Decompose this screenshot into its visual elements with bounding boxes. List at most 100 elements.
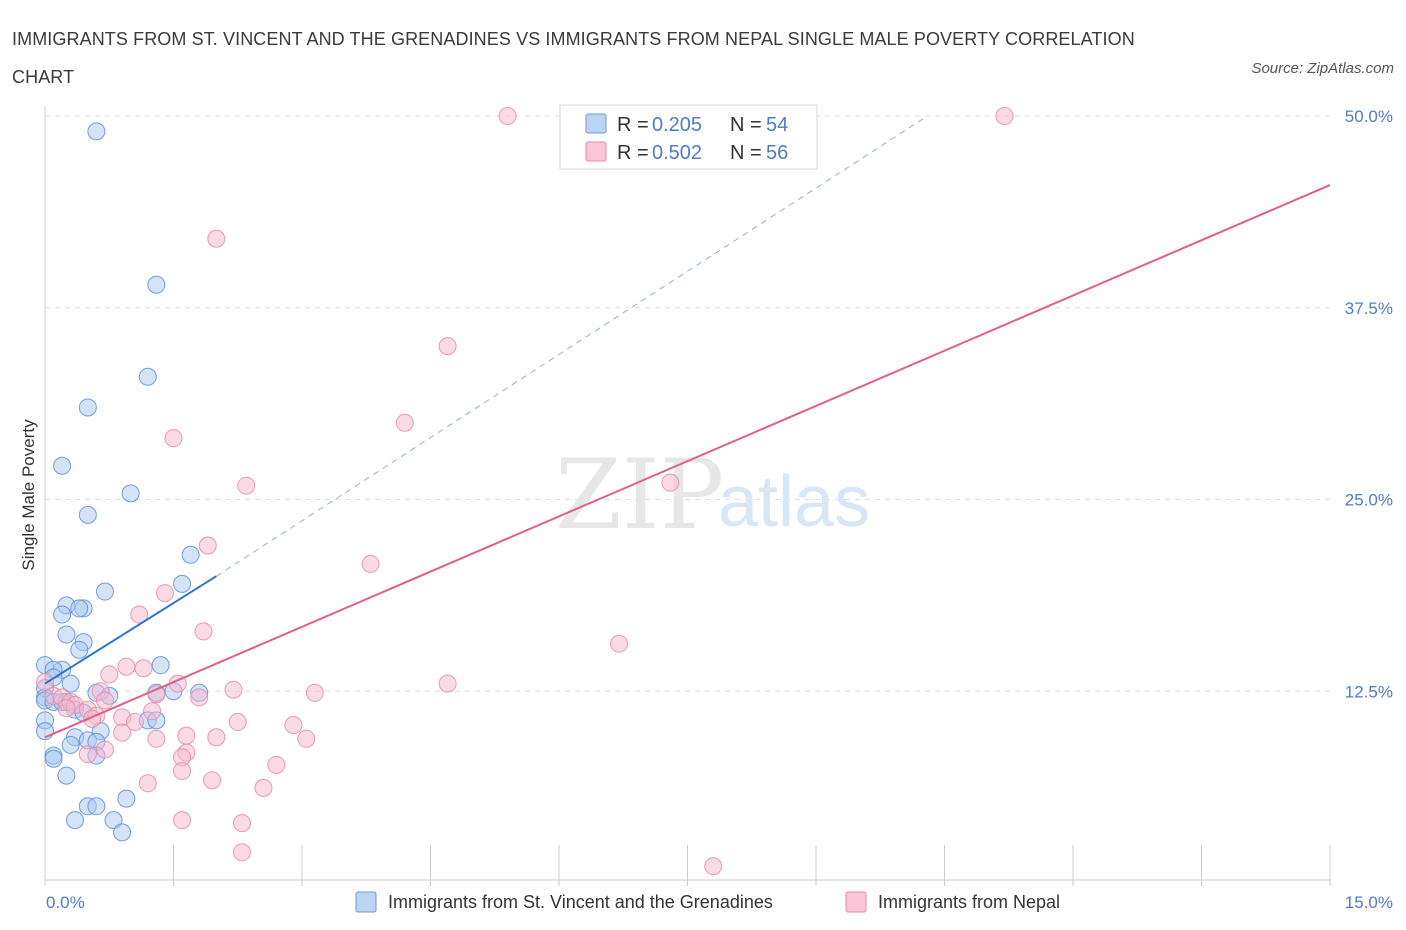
point-st-vincent [61, 674, 80, 693]
point-nepal [305, 683, 324, 702]
point-nepal [194, 622, 213, 641]
point-nepal [190, 688, 209, 707]
point-nepal [113, 723, 132, 742]
point-st-vincent [117, 789, 136, 808]
point-nepal [237, 476, 256, 495]
point-nepal [177, 726, 196, 745]
point-nepal [438, 337, 457, 356]
legend-r-value-2: 0.502 [652, 142, 702, 164]
y-axis-label: Single Male Poverty [19, 419, 38, 571]
point-st-vincent [61, 735, 80, 754]
trendline-st-vincent-extension [216, 115, 928, 577]
x-tick-label: 15.0% [1345, 893, 1393, 912]
legend-swatch-series1 [585, 113, 607, 134]
point-st-vincent [53, 605, 72, 624]
y-tick-label: 12.5% [1345, 682, 1393, 701]
point-nepal [147, 729, 166, 748]
correlation-legend: R = 0.205 N = 54 R = 0.502 N = 56 [559, 104, 818, 170]
point-nepal [95, 740, 114, 759]
point-st-vincent [147, 275, 166, 294]
point-st-vincent [65, 811, 84, 830]
point-st-vincent [181, 545, 200, 564]
point-st-vincent [104, 811, 123, 830]
chart-source: Source: ZipAtlas.com [1251, 60, 1394, 77]
point-st-vincent [87, 797, 106, 816]
legend-swatch-nepal [845, 891, 867, 913]
point-nepal [95, 691, 114, 710]
legend-r-label-1: R = [617, 114, 649, 136]
point-nepal [198, 536, 217, 555]
point-nepal [395, 413, 414, 432]
point-nepal [203, 771, 222, 790]
point-nepal [207, 229, 226, 248]
trendline-st-vincent [44, 575, 217, 685]
legend-swatch-series2 [585, 141, 607, 162]
point-nepal [147, 685, 166, 704]
point-nepal [100, 665, 119, 684]
point-st-vincent [57, 766, 76, 785]
point-st-vincent [95, 582, 114, 601]
gridlines [45, 115, 1330, 692]
y-tick-label: 50.0% [1345, 107, 1393, 126]
point-nepal [228, 712, 247, 731]
point-st-vincent [78, 398, 97, 417]
point-st-vincent [151, 656, 170, 675]
trend-lines [44, 115, 1331, 739]
legend-label-nepal: Immigrants from Nepal [878, 892, 1060, 912]
legend-swatch-st-vincent [355, 891, 377, 913]
point-nepal [130, 605, 149, 624]
legend-n-value-2: 56 [766, 142, 788, 164]
point-st-vincent [121, 484, 140, 503]
point-nepal [297, 729, 316, 748]
legend-label-st-vincent: Immigrants from St. Vincent and the Gren… [388, 892, 773, 912]
point-st-vincent [87, 122, 106, 141]
point-st-vincent [78, 505, 97, 524]
point-nepal [361, 554, 380, 573]
point-nepal [134, 659, 153, 678]
point-nepal [284, 715, 303, 734]
watermark-atlas: atlas [718, 462, 870, 542]
point-nepal [57, 699, 76, 718]
point-nepal [36, 673, 54, 692]
y-tick-label: 37.5% [1345, 299, 1393, 318]
point-st-vincent [44, 749, 63, 768]
point-nepal [661, 473, 680, 492]
point-st-vincent [53, 456, 72, 475]
point-nepal [995, 107, 1014, 125]
point-nepal [117, 657, 136, 676]
point-nepal [78, 745, 97, 764]
point-st-vincent [70, 640, 89, 659]
trendline-nepal [44, 184, 1331, 739]
point-nepal [164, 429, 183, 448]
point-nepal [224, 680, 243, 699]
legend-r-value-1: 0.205 [652, 114, 702, 136]
tick-labels: 12.5% 25.0% 37.5% 50.0% 0.0% 15.0% [46, 107, 1393, 912]
point-st-vincent [113, 823, 132, 842]
point-nepal [438, 674, 457, 693]
point-nepal [143, 702, 162, 721]
legend-n-label-1: N = [730, 114, 762, 136]
x-tick-label: 0.0% [46, 893, 85, 912]
point-st-vincent [57, 625, 76, 644]
point-nepal [155, 584, 174, 603]
point-nepal [498, 107, 517, 125]
chart-title: IMMIGRANTS FROM ST. VINCENT AND THE GREN… [12, 29, 1135, 87]
point-nepal [609, 634, 628, 653]
point-nepal [173, 762, 192, 781]
legend-n-label-2: N = [730, 142, 762, 164]
legend-r-label-2: R = [617, 142, 649, 164]
point-nepal [207, 728, 226, 747]
y-tick-label: 25.0% [1345, 491, 1393, 510]
data-points [36, 107, 1014, 876]
point-nepal [254, 778, 273, 797]
point-nepal [233, 843, 252, 862]
point-nepal [267, 755, 286, 774]
point-st-vincent [138, 367, 157, 386]
series-legend: Immigrants from St. Vincent and the Gren… [355, 891, 1060, 913]
point-nepal [138, 774, 157, 793]
legend-n-value-1: 54 [766, 114, 788, 136]
point-nepal [233, 814, 252, 833]
axes [44, 106, 1331, 886]
point-nepal [125, 712, 144, 731]
